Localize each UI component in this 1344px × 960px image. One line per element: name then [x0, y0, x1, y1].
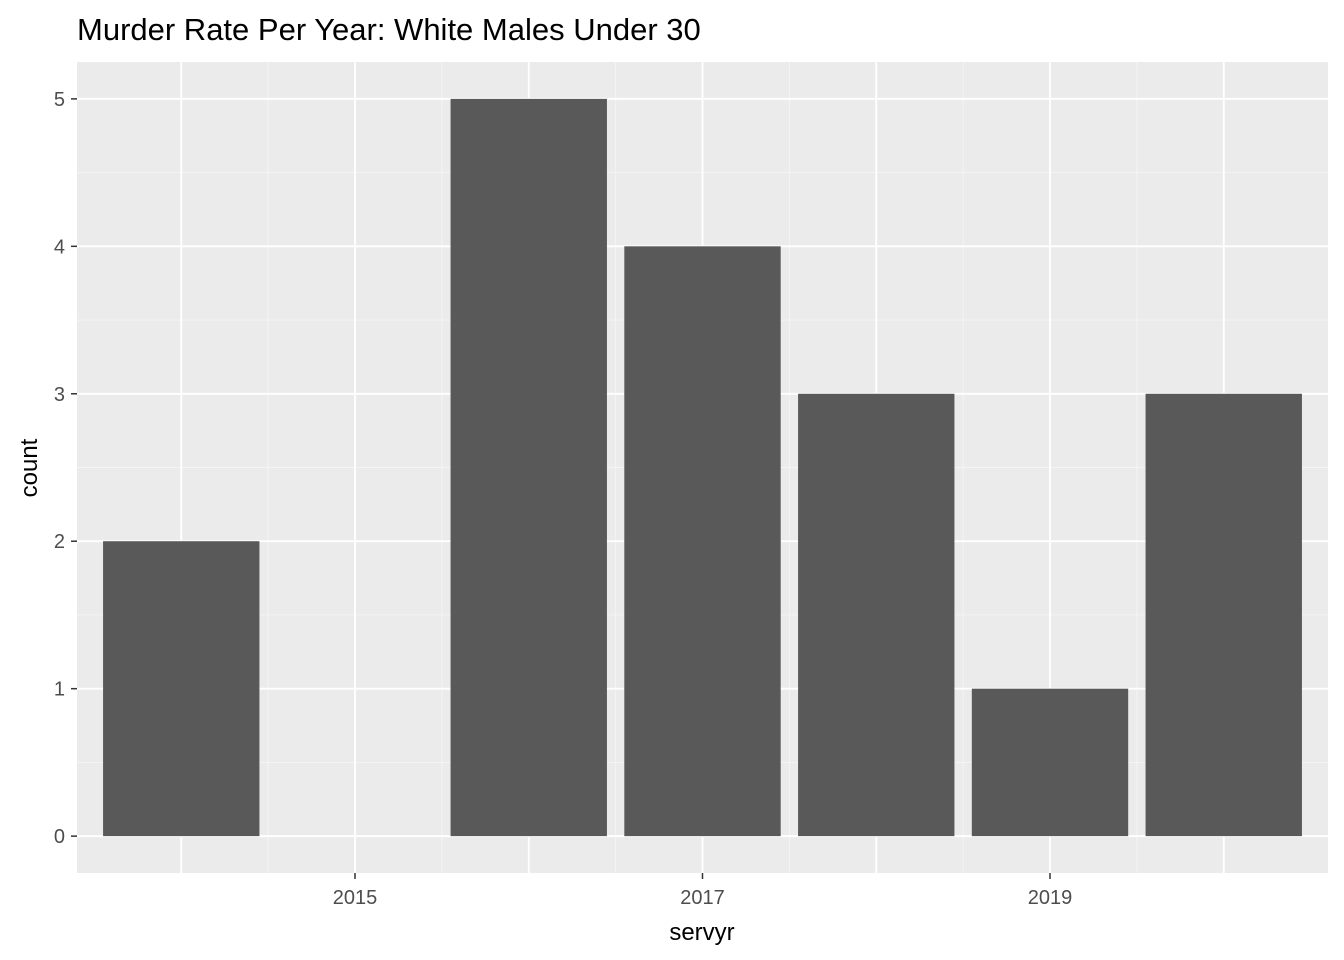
y-tick-label: 5	[54, 89, 65, 111]
bar	[103, 541, 260, 837]
x-tick-label: 2017	[680, 887, 725, 909]
bar	[624, 246, 781, 837]
bar	[971, 688, 1129, 837]
y-tick-label: 2	[54, 531, 65, 553]
bars	[103, 98, 1302, 837]
y-tick-label: 4	[54, 236, 65, 258]
y-axis: 0 1 2 3 4 5	[54, 89, 77, 848]
y-tick-label: 1	[54, 679, 65, 701]
bar	[1145, 393, 1302, 837]
chart-title: Murder Rate Per Year: White Males Under …	[77, 12, 701, 47]
bar	[450, 98, 607, 837]
y-tick-label: 3	[54, 384, 65, 406]
x-axis: 2015 2017 2019	[333, 873, 1073, 909]
y-axis-title: count	[16, 438, 43, 497]
y-tick-label: 0	[54, 826, 65, 848]
x-tick-label: 2019	[1028, 887, 1073, 909]
bar	[798, 393, 955, 837]
x-tick-label: 2015	[333, 887, 378, 909]
x-axis-title: servyr	[669, 919, 734, 946]
